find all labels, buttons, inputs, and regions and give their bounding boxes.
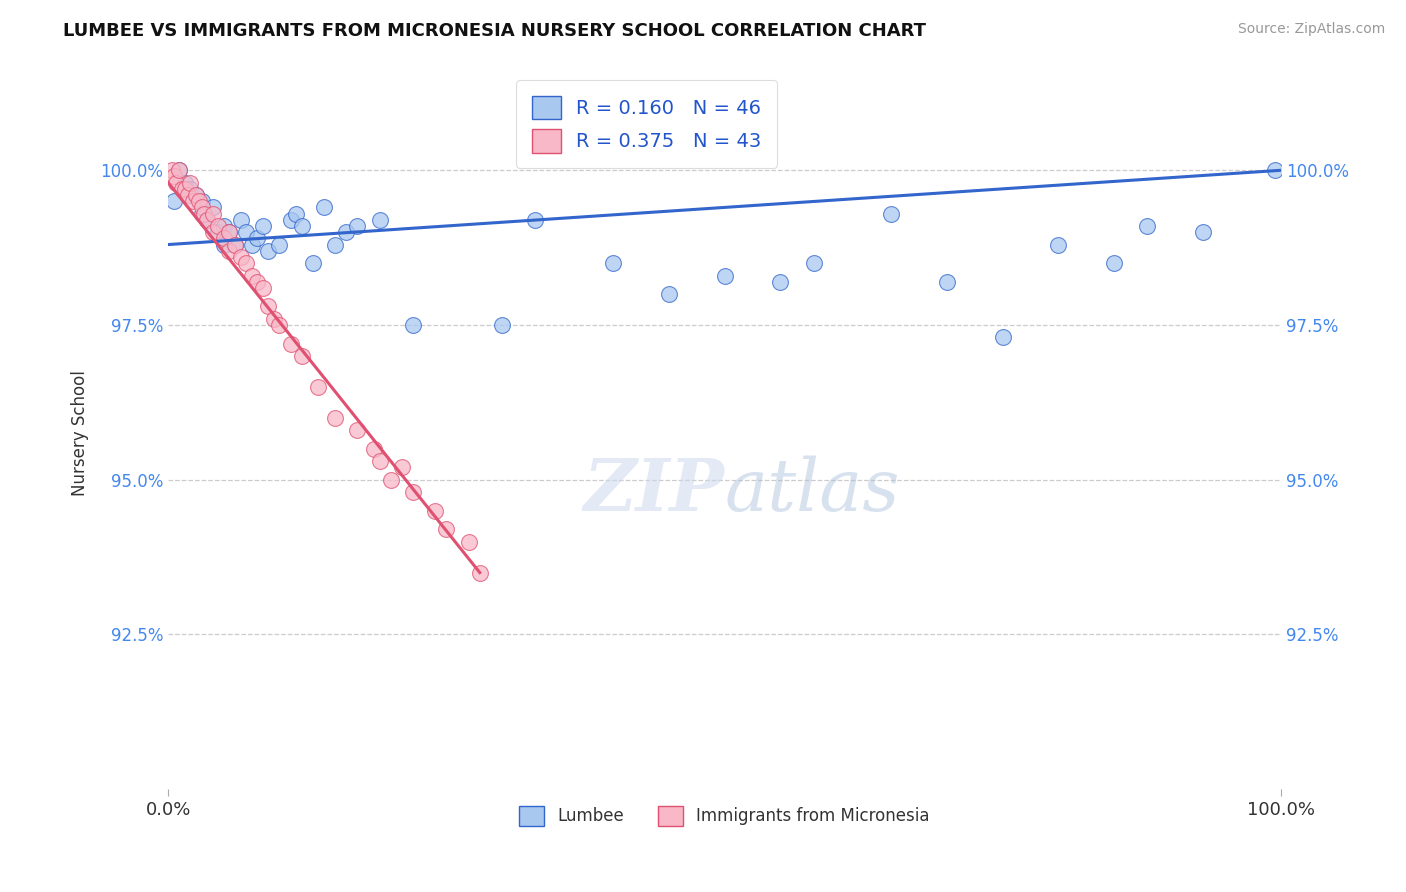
Point [1136,219,1159,233]
Point [658,287,681,301]
Point [457,534,479,549]
Point [713,268,735,283]
Text: Source: ZipAtlas.com: Source: ZipAtlas.com [1237,22,1385,37]
Point [224,237,246,252]
Point [179,176,201,190]
Point [280,336,302,351]
Point [195,212,218,227]
Point [1192,225,1215,239]
Point [246,231,269,245]
Point [163,194,186,209]
Point [229,250,252,264]
Point [434,522,457,536]
Point [181,194,204,209]
Point [335,225,357,239]
Point [179,182,201,196]
Point [1102,256,1125,270]
Point [212,219,235,233]
Point [160,163,183,178]
Point [524,212,547,227]
Point [235,256,257,270]
Point [402,318,425,332]
Point [190,201,212,215]
Point [991,330,1014,344]
Point [323,410,346,425]
Point [184,188,207,202]
Point [218,225,240,239]
Point [252,281,274,295]
Point [169,163,191,178]
Point [169,163,191,178]
Point [174,182,197,196]
Point [468,566,491,580]
Point [218,244,240,258]
Text: ZIP: ZIP [583,455,724,525]
Point [425,504,447,518]
Point [368,454,391,468]
Point [235,225,257,239]
Point [302,256,325,270]
Point [936,275,959,289]
Point [229,212,252,227]
Point [602,256,624,270]
Point [224,237,246,252]
Point [240,268,263,283]
Point [188,194,211,209]
Point [212,231,235,245]
Point [212,237,235,252]
Point [1264,163,1286,178]
Point [165,176,187,190]
Point [291,219,314,233]
Point [346,219,368,233]
Point [201,201,224,215]
Point [346,423,368,437]
Point [307,380,329,394]
Point [402,485,425,500]
Point [269,237,291,252]
Point [240,237,263,252]
Point [190,194,212,209]
Point [363,442,385,456]
Point [257,244,280,258]
Point [880,206,903,220]
Point [190,206,212,220]
Point [177,188,200,202]
Point [201,206,224,220]
Point [207,219,229,233]
Text: atlas: atlas [724,455,900,525]
Point [263,311,285,326]
Y-axis label: Nursery School: Nursery School [72,370,89,496]
Point [195,212,218,227]
Point [391,460,413,475]
Point [1047,237,1070,252]
Point [163,169,186,184]
Point [218,225,240,239]
Point [174,176,197,190]
Point [193,206,215,220]
Point [252,219,274,233]
Point [201,225,224,239]
Point [257,300,280,314]
Point [380,473,402,487]
Point [246,275,269,289]
Point [184,188,207,202]
Legend: Lumbee, Immigrants from Micronesia: Lumbee, Immigrants from Micronesia [512,797,938,834]
Point [803,256,825,270]
Point [269,318,291,332]
Point [207,225,229,239]
Point [170,182,193,196]
Text: LUMBEE VS IMMIGRANTS FROM MICRONESIA NURSERY SCHOOL CORRELATION CHART: LUMBEE VS IMMIGRANTS FROM MICRONESIA NUR… [63,22,927,40]
Point [280,212,302,227]
Point [368,212,391,227]
Point [291,349,314,363]
Point [285,206,308,220]
Point [769,275,792,289]
Point [312,201,335,215]
Point [491,318,513,332]
Point [323,237,346,252]
